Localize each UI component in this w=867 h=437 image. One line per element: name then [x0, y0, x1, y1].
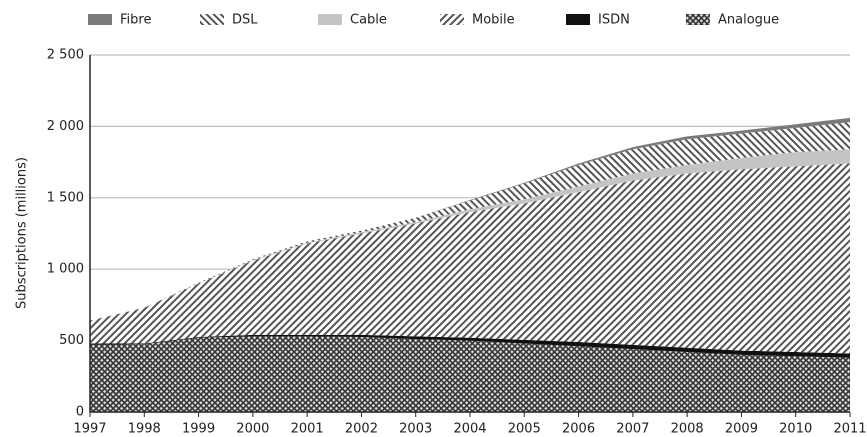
x-tick-label: 2004	[453, 422, 486, 437]
x-tick-label: 2009	[725, 422, 758, 437]
x-tick-label: 2006	[562, 422, 595, 437]
legend-swatch	[440, 14, 464, 25]
x-tick-label: 2000	[236, 422, 269, 437]
x-tick-label: 2003	[399, 422, 432, 437]
y-tick-label: 0	[76, 405, 84, 420]
y-tick-label: 500	[59, 333, 84, 348]
legend-label: Fibre	[120, 13, 151, 28]
x-tick-label: 1998	[128, 422, 161, 437]
x-tick-label: 1999	[182, 422, 215, 437]
area	[90, 149, 850, 321]
legend-label: Cable	[350, 13, 387, 28]
y-tick-label: 2 500	[47, 48, 84, 63]
legend-swatch	[200, 14, 224, 25]
legend-label: ISDN	[598, 13, 630, 28]
legend-swatch	[318, 14, 342, 25]
area	[90, 334, 850, 358]
legend-swatch	[566, 14, 590, 25]
x-tick-label: 2007	[616, 422, 649, 437]
y-tick-label: 1 500	[47, 190, 84, 205]
legend-swatch	[88, 14, 112, 25]
legend-label: Mobile	[472, 13, 515, 28]
x-tick-label: 1997	[73, 422, 106, 437]
x-tick-label: 2008	[671, 422, 704, 437]
area	[90, 163, 850, 354]
area	[90, 336, 850, 412]
y-tick-label: 1 000	[47, 262, 84, 277]
y-tick-label: 2 000	[47, 119, 84, 134]
legend-swatch	[686, 14, 710, 25]
x-tick-label: 2005	[508, 422, 541, 437]
x-tick-label: 2011	[833, 422, 866, 437]
area	[90, 122, 850, 321]
x-tick-label: 2002	[345, 422, 378, 437]
legend-label: Analogue	[718, 13, 779, 28]
legend-label: DSL	[232, 13, 258, 28]
x-tick-label: 2010	[779, 422, 812, 437]
x-tick-label: 2001	[291, 422, 324, 437]
y-axis-label: Subscriptions (millions)	[15, 157, 30, 309]
